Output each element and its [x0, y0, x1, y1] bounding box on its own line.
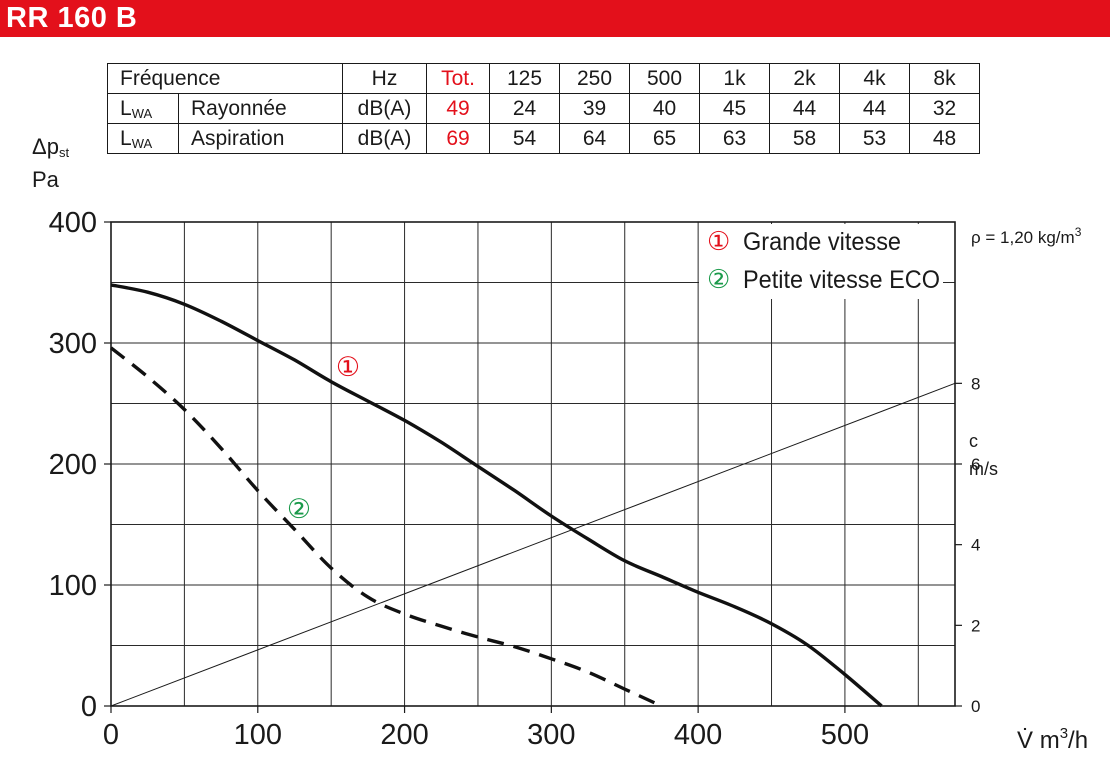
table-cell: 39	[559, 93, 630, 124]
y-axis-symbol: Δp	[32, 134, 59, 159]
table-cell: 58	[769, 123, 840, 154]
table-header-cell: 8k	[909, 63, 980, 94]
y2-tick-label: 4	[971, 536, 980, 555]
y-axis-symbol-sub: st	[58, 145, 70, 160]
table-cell-symbol: LWA	[107, 93, 179, 124]
legend-marker-1: ①	[707, 227, 730, 257]
x-axis-label: V̇ m3/h	[1017, 725, 1088, 754]
table-cell: 63	[699, 123, 770, 154]
table-cell: 48	[909, 123, 980, 154]
curve-marker-2: ②	[287, 494, 311, 525]
y2-tick-label: 2	[971, 616, 980, 635]
legend-marker-2: ②	[707, 265, 730, 295]
table-cell-label: Aspiration	[178, 123, 343, 154]
series-line-2	[109, 346, 663, 708]
table-header-cell: 2k	[769, 63, 840, 94]
x-axis-symbol: V̇	[1017, 726, 1040, 754]
legend-label-1: Grande vitesse	[743, 228, 901, 256]
table-cell: dB(A)	[342, 93, 427, 124]
table-cell: dB(A)	[342, 123, 427, 154]
series-line-1	[110, 283, 883, 708]
table-header-cell: 500	[629, 63, 700, 94]
velocity-line	[110, 382, 956, 707]
y-axis-label: Δpst	[32, 134, 69, 160]
x-tick-label: 300	[527, 719, 575, 751]
table-header-cell: Tot.	[426, 63, 490, 94]
symbol-main: L	[120, 96, 132, 120]
table-cell-symbol: LWA	[107, 123, 179, 154]
y2-tick-label: 8	[971, 374, 980, 393]
table-header-cell: 1k	[699, 63, 770, 94]
table-header-cell: Fréquence	[107, 63, 343, 94]
y2-axis-unit: m/s	[969, 459, 998, 479]
sound-power-table: Fréquence Hz Tot. 125 250 500 1k 2k 4k 8…	[107, 63, 980, 154]
title-banner: RR 160 B	[0, 0, 1110, 37]
symbol-sub: WA	[131, 135, 153, 151]
table-cell-total: 69	[426, 123, 490, 154]
table-cell-total: 49	[426, 93, 490, 124]
density-sup: 3	[1075, 225, 1082, 239]
x-tick-label: 500	[821, 719, 869, 751]
table-cell: 54	[489, 123, 560, 154]
x-tick-label: 400	[674, 719, 722, 751]
legend-label-2: Petite vitesse ECO	[743, 266, 940, 294]
table-header-cell: 4k	[839, 63, 910, 94]
y2-tick-label: 6	[971, 455, 980, 474]
table-row: LWA Aspiration dB(A) 69 54 64 65 63 58 5…	[107, 123, 980, 154]
symbol-main: L	[120, 126, 132, 150]
symbol-sub: WA	[131, 105, 153, 121]
product-title: RR 160 B	[6, 2, 138, 34]
curve-marker-1: ①	[336, 352, 360, 383]
legend-background	[699, 224, 943, 299]
y-tick-label: 300	[49, 328, 97, 360]
x-tick-label: 200	[380, 719, 428, 751]
y2-axis-symbol: c	[969, 431, 978, 451]
table-cell: 24	[489, 93, 560, 124]
table-header-row: Fréquence Hz Tot. 125 250 500 1k 2k 4k 8…	[107, 63, 980, 94]
y2-tick-label: 0	[971, 697, 980, 716]
table-cell: 53	[839, 123, 910, 154]
x-axis-unit-sup: 3	[1060, 725, 1068, 742]
x-tick-label: 100	[234, 719, 282, 751]
x-axis-unit-tail: /h	[1068, 727, 1088, 754]
y-axis-unit: Pa	[32, 167, 59, 192]
y-tick-label: 200	[49, 449, 97, 481]
table-cell: 32	[909, 93, 980, 124]
x-tick-label: 0	[103, 719, 119, 751]
y-tick-label: 0	[81, 691, 97, 723]
density-note: ρ = 1,20 kg/m3	[971, 225, 1082, 247]
table-cell-label: Rayonnée	[178, 93, 343, 124]
x-axis-unit: m	[1040, 727, 1060, 754]
y-tick-label: 100	[49, 570, 97, 602]
y-tick-label: 400	[49, 207, 97, 239]
table-cell: 45	[699, 93, 770, 124]
density-text: ρ = 1,20 kg/m	[971, 228, 1075, 247]
